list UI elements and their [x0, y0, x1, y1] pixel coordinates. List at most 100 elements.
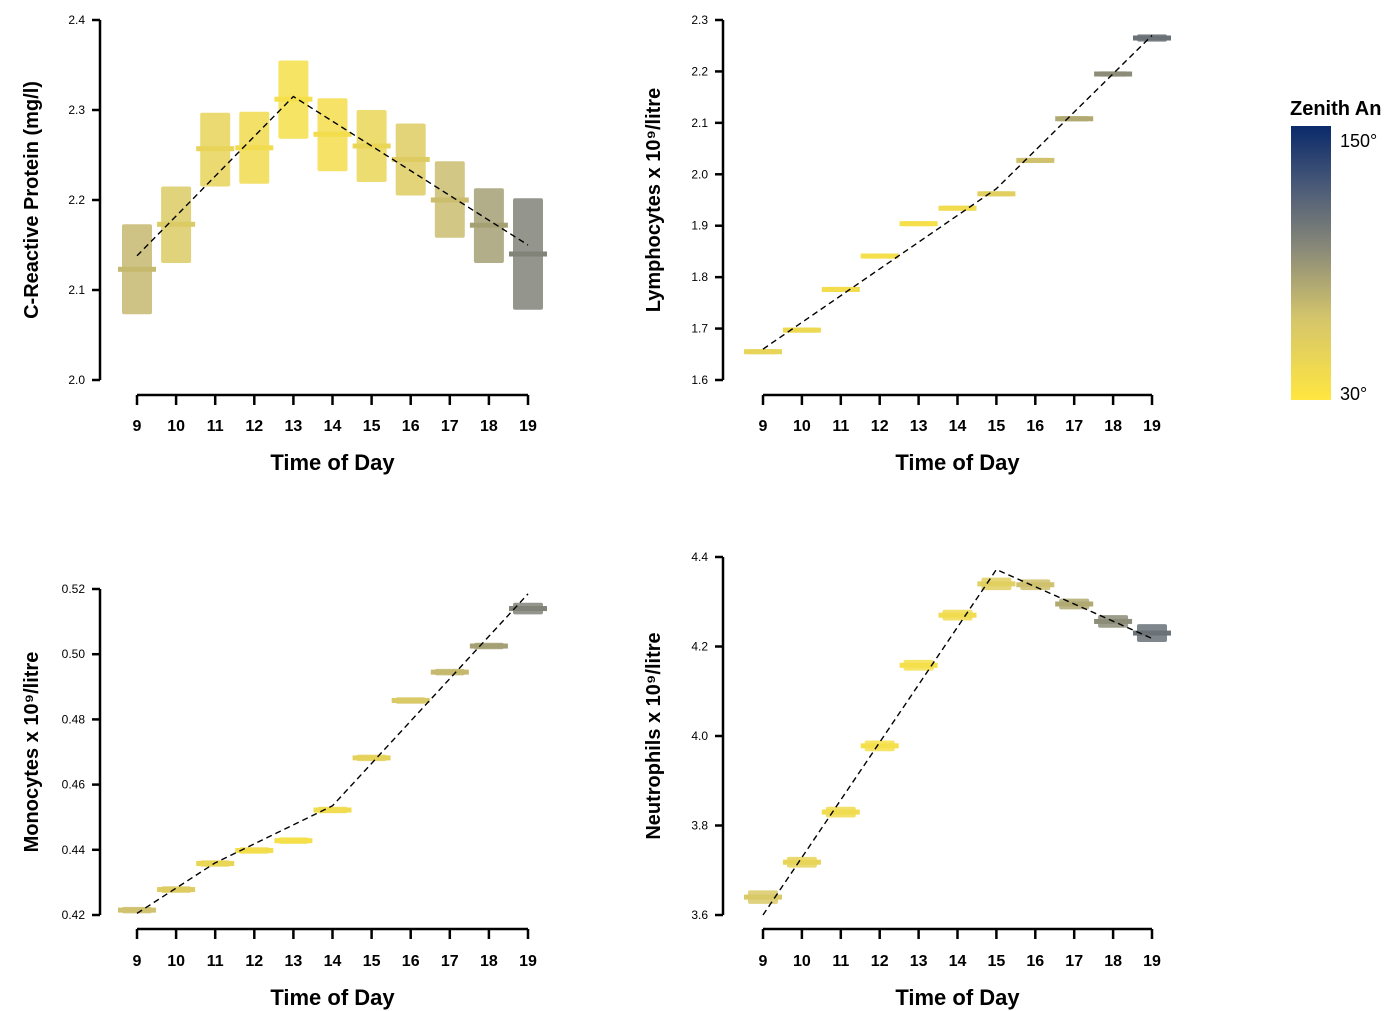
trend-line [136, 95, 529, 257]
x-axis-label: Time of Day [270, 985, 395, 1010]
x-tick-label: 9 [133, 953, 142, 970]
colorbar [1291, 126, 1331, 400]
y-tick-label: 2.3 [68, 103, 85, 117]
x-tick-label: 9 [759, 418, 768, 435]
crossbar-mean [509, 606, 547, 612]
x-tick-label: 17 [441, 953, 459, 970]
x-axis-label: Time of Day [895, 985, 1020, 1010]
y-tick-label: 0.46 [62, 778, 86, 792]
crossbar-mean [196, 146, 235, 152]
x-tick-label: 14 [324, 953, 342, 970]
y-tick-label: 2.2 [68, 193, 85, 207]
crossbar-mean [1094, 71, 1133, 77]
y-axis-label: C-Reactive Protein (mg/l) [21, 81, 43, 319]
y-tick-label: 1.8 [691, 270, 708, 284]
crossbar-mean [860, 743, 899, 749]
crossbar-mean [118, 266, 156, 272]
x-tick-label: 18 [1104, 953, 1122, 970]
y-tick-label: 2.1 [68, 283, 85, 297]
x-tick-label: 18 [480, 953, 498, 970]
y-tick-label: 2.1 [691, 116, 708, 130]
trend-line [136, 593, 529, 914]
x-tick-label: 9 [759, 953, 768, 970]
y-tick-label: 2.0 [68, 373, 85, 387]
y-tick-label: 2.3 [691, 13, 708, 27]
y-tick-label: 0.44 [62, 843, 86, 857]
x-tick-label: 12 [245, 418, 263, 435]
crossbar-mean [157, 887, 196, 893]
crossbar-mean [391, 697, 430, 703]
crossbar-mean [430, 197, 469, 203]
x-tick-label: 17 [1065, 418, 1083, 435]
x-tick-label: 10 [167, 953, 185, 970]
x-tick-label: 19 [519, 418, 537, 435]
y-tick-label: 0.50 [62, 647, 86, 661]
trend-line [762, 568, 1153, 916]
crossbar-mean [1016, 157, 1055, 163]
crossbar-mean [782, 327, 821, 333]
x-tick-label: 15 [988, 953, 1006, 970]
y-tick-label: 1.6 [691, 373, 708, 387]
crossbar-mean [157, 221, 196, 227]
x-tick-label: 14 [949, 418, 967, 435]
y-tick-label: 2.2 [691, 64, 708, 78]
crossbar-mean [430, 669, 469, 675]
x-tick-label: 10 [793, 418, 811, 435]
x-tick-label: 16 [402, 418, 420, 435]
chart-panel-1: 2.0 2.1 2.2 2.3 2.4 9 10 11 12 13 14 15 16 17 18 19 Time… [21, 13, 547, 475]
x-tick-label: 18 [480, 418, 498, 435]
crossbar-mean [899, 221, 938, 227]
x-tick-label: 13 [910, 953, 928, 970]
x-tick-label: 10 [793, 953, 811, 970]
crossbar-mean [977, 191, 1016, 197]
crossbar-mean [1016, 582, 1055, 588]
crossbar-mean [469, 222, 508, 228]
x-tick-label: 10 [167, 418, 185, 435]
y-tick-label: 2.0 [691, 167, 708, 181]
y-axis-label: Lymphocytes x 10⁹/litre [643, 88, 665, 312]
chart-panel-3: 0.42 0.44 0.46 0.48 0.50 0.52 9 10 11 12 13 14 15 16 1… [21, 582, 547, 1010]
crossbar-mean [977, 581, 1016, 587]
x-tick-label: 11 [832, 418, 849, 435]
crossbar-mean [509, 251, 547, 257]
x-tick-label: 16 [1026, 418, 1044, 435]
crossbar-mean [352, 755, 391, 761]
crossbar-mean [744, 349, 782, 355]
crossbar-mean [821, 286, 860, 292]
crossbar-mean [313, 131, 352, 137]
x-tick-label: 13 [285, 953, 303, 970]
crossbar-mean [469, 643, 508, 649]
legend-min-label: 30° [1340, 384, 1367, 404]
x-tick-label: 14 [324, 418, 342, 435]
crossbar-mean [274, 838, 313, 844]
crossbar-mean [938, 612, 977, 618]
x-tick-label: 19 [1143, 418, 1161, 435]
crossbar-mean [1133, 35, 1171, 41]
crossbar-mean [235, 145, 274, 151]
y-tick-label: 3.6 [691, 908, 708, 922]
y-tick-label: 0.52 [62, 582, 86, 596]
y-tick-label: 0.48 [62, 712, 86, 726]
x-tick-label: 14 [949, 953, 967, 970]
x-tick-label: 15 [363, 953, 381, 970]
x-tick-label: 17 [1065, 953, 1083, 970]
chart-panel-4: 3.6 3.8 4.0 4.2 4.4 9 10 11 12 13 14 15 16 17 18 19 Time… [643, 550, 1171, 1010]
crossbar-mean [899, 662, 938, 668]
crossbar-mean [782, 859, 821, 865]
colorbar-legend: Zenith An 150° 30° [1290, 98, 1381, 404]
crossbar-mean [744, 894, 782, 900]
y-tick-label: 4.4 [691, 550, 708, 564]
crossbar-mean [313, 807, 352, 813]
crossbar-mean [938, 205, 977, 211]
x-tick-label: 18 [1104, 418, 1122, 435]
x-tick-label: 19 [1143, 953, 1161, 970]
x-tick-label: 9 [133, 418, 142, 435]
y-tick-label: 1.7 [691, 322, 708, 336]
y-tick-label: 3.8 [691, 819, 708, 833]
trend-line [762, 34, 1153, 350]
x-tick-label: 19 [519, 953, 537, 970]
x-tick-label: 12 [871, 418, 889, 435]
x-tick-label: 15 [988, 418, 1006, 435]
x-tick-label: 13 [285, 418, 303, 435]
x-tick-label: 16 [1026, 953, 1044, 970]
